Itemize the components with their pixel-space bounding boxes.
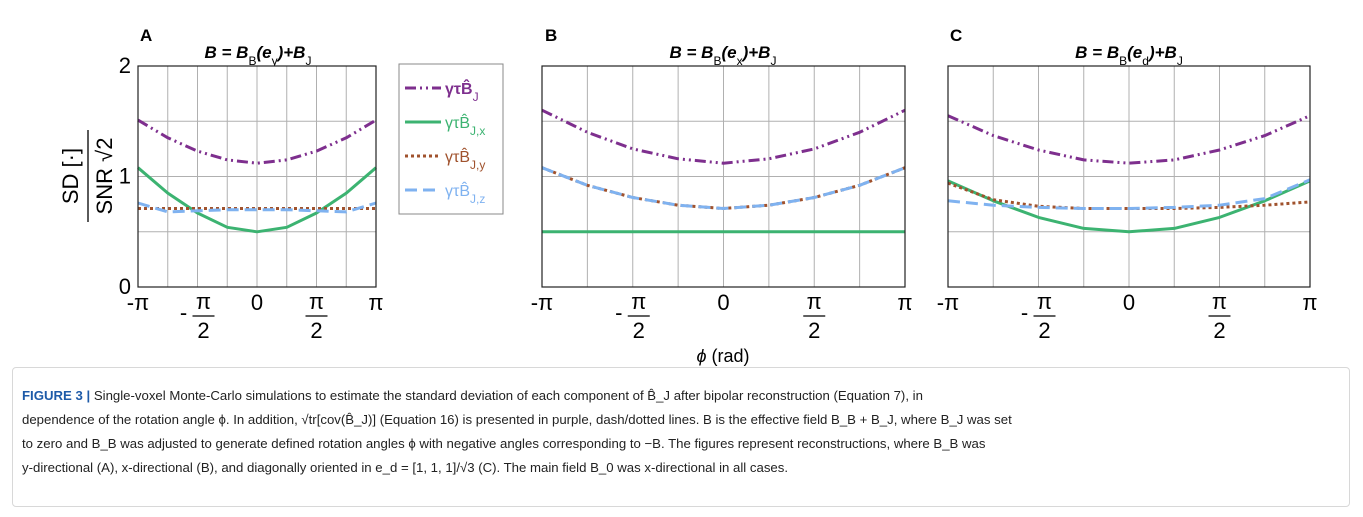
x-tick-minus: - bbox=[1021, 300, 1028, 325]
x-tick-text: -π bbox=[531, 290, 554, 315]
x-tick-label: 0 bbox=[1123, 290, 1135, 315]
x-tick-label: π2 bbox=[803, 289, 826, 343]
panel-letter-a: A bbox=[140, 26, 152, 45]
x-tick-denominator: 2 bbox=[310, 318, 322, 343]
panel-title-a: B = BB(ey)+BJ bbox=[205, 43, 312, 68]
x-tick-text: 0 bbox=[1123, 290, 1135, 315]
panel-letter-b: B bbox=[545, 26, 557, 45]
x-tick-numerator: π bbox=[196, 289, 211, 314]
x-tick-text: π bbox=[368, 290, 383, 315]
panel-letter-c: C bbox=[950, 26, 962, 45]
legend: γτB̂J γτB̂J,x γτB̂J,y γτB̂J,z bbox=[398, 63, 504, 215]
x-tick-minus: - bbox=[615, 300, 622, 325]
x-tick-label: π bbox=[897, 290, 912, 315]
x-tick-denominator: 2 bbox=[633, 318, 645, 343]
x-tick-label: - π 2 bbox=[615, 289, 650, 343]
series-line-3 bbox=[137, 201, 377, 214]
x-tick-label: π2 bbox=[1208, 289, 1231, 343]
x-tick-text: -π bbox=[127, 290, 150, 315]
x-tick-label: π bbox=[368, 290, 383, 315]
figure-3-charts: SD [·] SNR √2AB = BB(ey)+BJ-π - π20 π2π012γτ… bbox=[58, 26, 1318, 366]
y-tick-label: 0 bbox=[119, 274, 131, 299]
x-tick-label: -π bbox=[531, 290, 554, 315]
legend-box bbox=[398, 63, 504, 215]
x-tick-numerator: π bbox=[1212, 289, 1227, 314]
x-tick-label: - π 2 bbox=[1021, 289, 1056, 343]
x-tick-numerator: π bbox=[309, 289, 324, 314]
x-tick-minus: - bbox=[180, 300, 187, 325]
x-tick-text: -π bbox=[937, 290, 960, 315]
x-tick-text: π bbox=[897, 290, 912, 315]
caption-figure-label: FIGURE 3 | bbox=[22, 388, 91, 403]
x-tick-denominator: 2 bbox=[808, 318, 820, 343]
plot-frame bbox=[137, 65, 377, 288]
x-tick-label: π2 bbox=[305, 289, 328, 343]
panel-title-c: B = BB(ed)+BJ bbox=[1075, 43, 1183, 68]
x-tick-label: - π 2 bbox=[180, 289, 215, 343]
x-tick-denominator: 2 bbox=[1038, 318, 1050, 343]
legend-entry-1: γτB̂J,x bbox=[445, 112, 485, 138]
series-line-0 bbox=[541, 108, 906, 165]
x-tick-numerator: π bbox=[631, 289, 646, 314]
x-tick-label: 0 bbox=[717, 290, 729, 315]
x-tick-label: -π bbox=[937, 290, 960, 315]
grid bbox=[948, 66, 1310, 287]
legend-entry-0: γτB̂J bbox=[445, 78, 479, 104]
series-line-1 bbox=[137, 166, 377, 234]
x-tick-text: 0 bbox=[251, 290, 263, 315]
y-label-denominator: SNR √2 bbox=[92, 138, 117, 215]
figure-caption: FIGURE 3 | Single-voxel Monte-Carlo simu… bbox=[22, 384, 1340, 480]
x-tick-numerator: π bbox=[1037, 289, 1052, 314]
caption-box bbox=[12, 367, 1350, 507]
x-axis-label: ϕ (rad) bbox=[696, 346, 749, 366]
x-tick-text: π bbox=[1302, 290, 1317, 315]
series-line-3 bbox=[947, 178, 1311, 210]
caption-line-3: to zero and B_B was adjusted to generate… bbox=[22, 436, 986, 451]
x-tick-denominator: 2 bbox=[197, 318, 209, 343]
y-tick-label: 2 bbox=[119, 53, 131, 78]
legend-entry-2: γτB̂J,y bbox=[445, 146, 485, 172]
caption-line-2: dependence of the rotation angle ϕ. In a… bbox=[22, 412, 1012, 427]
series-line-0 bbox=[137, 118, 377, 165]
x-tick-numerator: π bbox=[807, 289, 822, 314]
y-label-numerator: SD [·] bbox=[58, 148, 83, 204]
y-tick-label: 1 bbox=[119, 164, 131, 189]
panel-title-b: B = BB(ex)+BJ bbox=[670, 43, 777, 68]
x-tick-text: 0 bbox=[717, 290, 729, 315]
x-tick-label: 0 bbox=[251, 290, 263, 315]
caption-line-1: FIGURE 3 | Single-voxel Monte-Carlo simu… bbox=[22, 388, 923, 403]
x-tick-label: π bbox=[1302, 290, 1317, 315]
grid bbox=[138, 66, 376, 287]
x-tick-label: -π bbox=[127, 290, 150, 315]
x-tick-denominator: 2 bbox=[1213, 318, 1225, 343]
series-line-3 bbox=[541, 166, 906, 210]
legend-entry-3: γτB̂J,z bbox=[445, 180, 485, 206]
plot-frame bbox=[947, 65, 1311, 288]
caption-line-4: y-directional (A), x-directional (B), an… bbox=[22, 460, 789, 475]
plot-frame bbox=[541, 65, 906, 288]
y-axis-label: SD [·] SNR √2 bbox=[58, 130, 117, 222]
